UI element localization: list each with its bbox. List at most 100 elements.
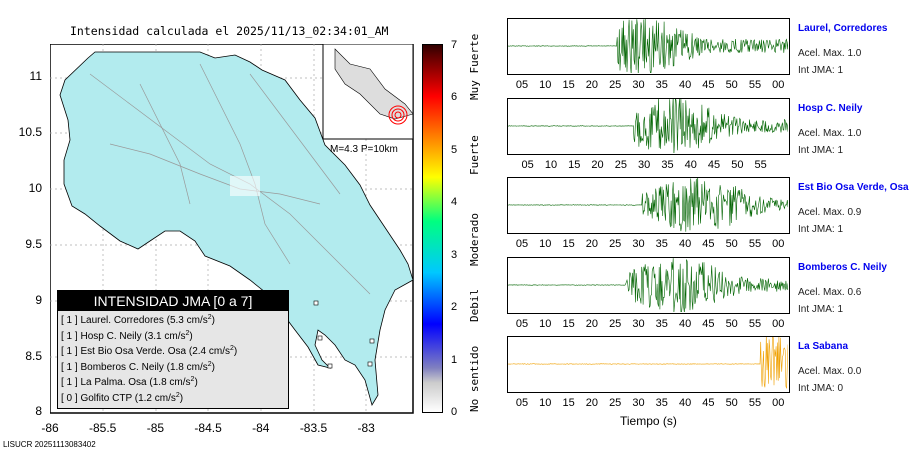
y-tick-label: 8 — [35, 404, 42, 419]
time-tick-label: 45 — [702, 79, 715, 91]
time-tick-label: 05 — [515, 397, 529, 409]
time-tick-label: 20 — [585, 238, 599, 250]
time-tick-label: 50 — [725, 238, 738, 250]
time-tick-label: 45 — [702, 318, 715, 330]
time-tick-label: 15 — [568, 159, 581, 171]
x-tick-label: -85.5 — [89, 421, 117, 435]
time-tick-label: 35 — [655, 397, 668, 409]
time-tick-label: 15 — [562, 397, 575, 409]
time-tick-label: 30 — [638, 159, 651, 171]
waveform-trace — [507, 96, 789, 155]
time-tick-label: 55 — [748, 79, 762, 91]
time-tick-label: 10 — [539, 79, 552, 91]
time-tick-label: 05 — [521, 159, 534, 171]
time-tick-label: 35 — [655, 318, 668, 330]
legend-accel: (3.1 cm/s — [144, 330, 186, 342]
legend-row: [ 0 ] Golfito CTP (1.2 cm/s2) — [58, 391, 288, 407]
legend-row: [ 1 ] Est Bio Osa Verde. Osa (2.4 cm/s2) — [58, 344, 288, 360]
legend-accel-unit-exponent: 2 — [207, 360, 212, 368]
jma-intensity: Int JMA: 1 — [798, 224, 844, 235]
jma-intensity: Int JMA: 1 — [798, 304, 844, 315]
waveform-line — [507, 258, 789, 314]
costa-rica-land — [59, 51, 414, 407]
time-tick-label: 40 — [678, 79, 692, 91]
time-tick-label: 50 — [725, 318, 738, 330]
max-acceleration: Acel. Max. 0.9 — [798, 207, 862, 218]
waveform-panel — [507, 175, 790, 234]
legend-intensity: [ 0 ] — [61, 392, 78, 404]
time-tick-label: 15 — [562, 318, 575, 330]
time-tick-label: 55 — [754, 159, 767, 171]
legend-accel-unit-exponent: 2 — [185, 329, 190, 337]
jma-intensity: Int JMA: 0 — [798, 383, 844, 394]
time-axis: 05 10 15 20 25 30 35 40 45 50 55 00 — [507, 77, 790, 93]
map-title: Intensidad calculada el 2025/11/13_02:34… — [70, 24, 389, 38]
time-tick-label: 40 — [678, 238, 692, 250]
max-acceleration: Acel. Max. 1.0 — [798, 128, 862, 139]
legend-accel-unit-exponent: 2 — [175, 391, 180, 399]
waveform-line — [507, 18, 789, 75]
waveform-panel — [507, 257, 790, 314]
time-tick-label: 30 — [632, 79, 645, 91]
legend-accel-close: ) — [211, 361, 215, 373]
intensity-colorbar — [422, 44, 443, 413]
waveform-trace — [507, 18, 789, 75]
waveform-line — [507, 334, 789, 389]
legend-station: Est Bio Osa Verde. Osa — [80, 346, 187, 358]
colorbar-tick: 3 — [451, 248, 458, 261]
time-tick-label: 25 — [609, 79, 622, 91]
time-tick-label: 40 — [684, 159, 697, 171]
max-acceleration: Acel. Max. 1.0 — [798, 48, 862, 59]
legend-intensity: [ 1 ] — [61, 361, 78, 373]
y-tick-label: 10.5 — [18, 124, 42, 139]
time-tick-label: 30 — [632, 397, 645, 409]
y-tick-label: 8.5 — [25, 348, 42, 363]
colorbar-category-label: Fuerte — [468, 135, 481, 175]
time-tick-label: 20 — [591, 159, 604, 171]
legend-accel: (1.8 cm/s — [166, 361, 208, 373]
legend-station: Bomberos C. Neily — [80, 361, 164, 373]
legend-station: La Palma. Osa — [80, 377, 147, 389]
time-tick-label: 35 — [655, 79, 668, 91]
time-tick-label: 40 — [678, 318, 692, 330]
time-tick-label: 50 — [725, 397, 738, 409]
station-name: Est Bio Osa Verde, Osa — [798, 182, 909, 193]
time-tick-label: 10 — [539, 318, 552, 330]
time-tick-label: 20 — [585, 318, 599, 330]
time-tick-label: 20 — [585, 79, 599, 91]
time-tick-label: 25 — [614, 159, 627, 171]
legend-row: [ 1 ] Bomberos C. Neily (1.8 cm/s2) — [58, 360, 288, 376]
time-tick-label: 30 — [632, 238, 645, 250]
x-tick-label: -85 — [146, 421, 165, 435]
legend-accel: (2.4 cm/s — [188, 346, 230, 358]
colorbar-tick: 0 — [451, 406, 458, 418]
colorbar-category-label: Moderado — [468, 213, 481, 266]
time-tick-label: 00 — [772, 318, 785, 330]
time-tick-label: 00 — [772, 238, 785, 250]
legend-accel-unit-exponent: 2 — [229, 345, 234, 353]
x-tick-label: -83.5 — [299, 421, 328, 435]
legend-intensity: [ 1 ] — [61, 377, 78, 389]
legend-intensity: [ 1 ] — [61, 315, 78, 326]
legend-accel-close: ) — [233, 346, 238, 358]
colorbar-category-label: Muy Fuerte — [468, 33, 481, 100]
waveform-trace — [507, 175, 789, 232]
colorbar-tick: 6 — [451, 91, 458, 103]
x-tick-label: -86 — [41, 421, 59, 435]
legend-station: Hosp C. Neily — [80, 330, 142, 342]
colorbar-category-label: Debil — [468, 288, 481, 322]
time-tick-label: 55 — [748, 318, 762, 330]
time-axis: 05 10 15 20 25 30 35 40 45 50 55 00 — [507, 395, 790, 411]
legend-title: INTENSIDAD JMA [0 a 7] — [58, 291, 288, 311]
legend-intensity: [ 1 ] — [61, 346, 78, 358]
time-tick-label: 45 — [702, 238, 715, 250]
legend-accel-unit-exponent: 2 — [207, 314, 212, 321]
time-tick-label: 10 — [539, 397, 552, 409]
legend-accel-unit-exponent: 2 — [190, 376, 195, 384]
station-name: Bomberos C. Neily — [798, 262, 887, 273]
time-tick-label: 10 — [539, 238, 552, 250]
colorbar-tick: 5 — [451, 143, 458, 156]
time-tick-label: 00 — [772, 79, 785, 91]
time-axis: 05 10 15 20 25 30 35 40 45 50 55 — [507, 157, 790, 173]
max-acceleration: Acel. Max. 0.0 — [798, 366, 862, 377]
